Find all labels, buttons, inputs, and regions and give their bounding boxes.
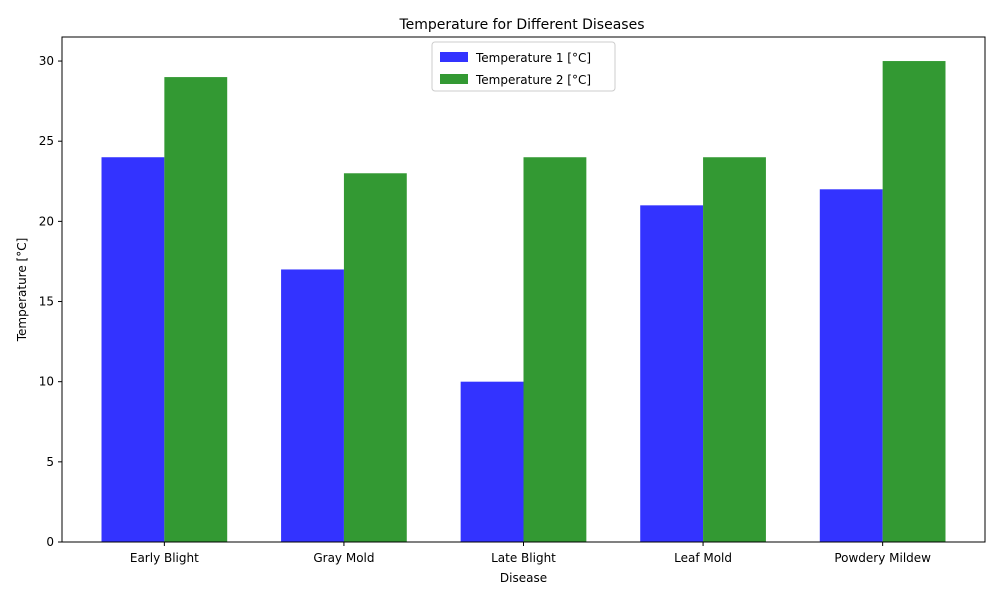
x-axis: Early Blight Gray Mold Late Blight Leaf Mol… bbox=[130, 542, 931, 565]
bar-series-1-late-blight bbox=[460, 381, 524, 542]
bar-series-1-gray-mold bbox=[281, 269, 344, 542]
x-tick-label: Late Blight bbox=[491, 551, 556, 565]
y-tick-label: 5 bbox=[46, 455, 54, 469]
bar-series-2-gray-mold bbox=[343, 173, 407, 542]
y-axis-label: Temperature [°C] bbox=[15, 238, 29, 343]
y-tick-label: 25 bbox=[39, 134, 54, 148]
x-tick-label: Powdery Mildew bbox=[834, 551, 931, 565]
legend-swatch-1 bbox=[440, 52, 468, 62]
bar-series-1-leaf-mold bbox=[640, 205, 704, 543]
y-axis: 0 5 10 15 20 25 30 bbox=[39, 54, 62, 549]
y-tick-label: 0 bbox=[46, 535, 54, 549]
bar-series-2-late-blight bbox=[523, 157, 587, 542]
plot-frame bbox=[61, 36, 986, 543]
y-tick-label: 20 bbox=[39, 214, 54, 228]
bars-layer bbox=[101, 61, 946, 543]
y-tick-label: 10 bbox=[39, 375, 54, 389]
y-tick-label: 15 bbox=[39, 295, 54, 309]
bar-series-1-powdery-mildew bbox=[819, 189, 883, 543]
bar-series-2-leaf-mold bbox=[703, 157, 766, 542]
legend-label-2: Temperature 2 [°C] bbox=[475, 73, 591, 87]
chart-title: Temperature for Different Diseases bbox=[399, 17, 645, 33]
legend-label-1: Temperature 1 [°C] bbox=[475, 51, 591, 65]
x-tick-label: Gray Mold bbox=[313, 551, 374, 565]
bar-series-2-powdery-mildew bbox=[882, 61, 946, 543]
x-axis-label: Disease bbox=[500, 571, 547, 585]
y-tick-label: 30 bbox=[39, 54, 54, 68]
legend-swatch-2 bbox=[440, 74, 468, 84]
legend: Temperature 1 [°C] Temperature 2 [°C] bbox=[431, 41, 616, 92]
bar-series-2-early-blight bbox=[164, 77, 228, 542]
legend-box bbox=[431, 41, 616, 92]
x-tick-label: Leaf Mold bbox=[674, 551, 732, 565]
x-tick-label: Early Blight bbox=[130, 551, 199, 565]
bar-series-1-early-blight bbox=[101, 157, 165, 542]
